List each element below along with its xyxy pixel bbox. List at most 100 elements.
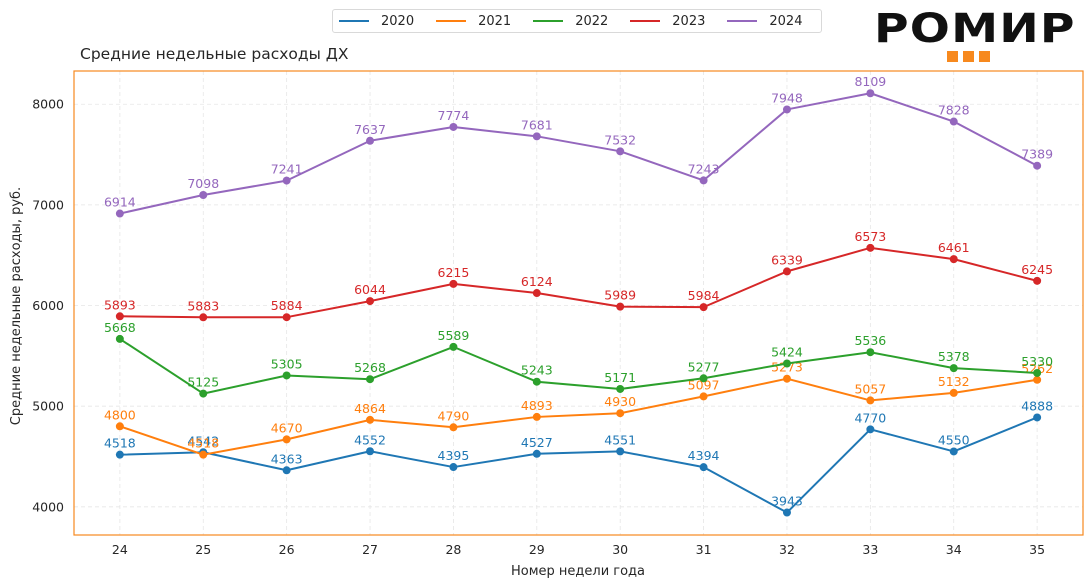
data-point — [532, 132, 541, 141]
data-point — [282, 466, 291, 475]
data-point — [866, 243, 875, 252]
data-label: 4800 — [104, 407, 136, 422]
data-label: 7637 — [354, 122, 386, 137]
data-point — [449, 122, 458, 131]
data-label: 7774 — [438, 108, 470, 123]
data-label: 5984 — [688, 288, 720, 303]
series-line — [119, 338, 1038, 395]
romir-logo: РОМИР — [874, 9, 1075, 63]
legend-swatch — [630, 20, 661, 22]
data-point — [532, 412, 541, 421]
data-point — [782, 267, 791, 276]
data-point — [282, 313, 291, 322]
data-point — [949, 117, 958, 126]
data-label: 5305 — [271, 356, 303, 371]
data-point — [115, 312, 124, 321]
data-label: 5378 — [938, 349, 970, 364]
data-point — [282, 435, 291, 444]
data-label: 5268 — [354, 360, 386, 375]
data-label: 7948 — [771, 90, 803, 105]
data-point — [949, 388, 958, 397]
plot-frame — [73, 70, 1084, 536]
x-tick-label: 35 — [1029, 542, 1045, 557]
data-point — [616, 409, 625, 418]
data-label: 5893 — [104, 297, 136, 312]
data-point — [532, 289, 541, 298]
logo-dots — [947, 51, 995, 62]
data-label: 4518 — [187, 436, 219, 451]
logo-dot — [963, 51, 974, 62]
data-label: 7389 — [1021, 147, 1053, 162]
data-point — [282, 371, 291, 380]
data-label: 4363 — [271, 451, 303, 466]
data-label: 5884 — [271, 298, 303, 313]
y-tick-label: 7000 — [32, 197, 64, 212]
x-tick-label: 32 — [779, 542, 795, 557]
data-label: 5132 — [938, 374, 970, 389]
data-point — [866, 396, 875, 405]
data-label: 4770 — [854, 410, 886, 425]
data-point — [115, 422, 124, 431]
data-label: 5097 — [688, 377, 720, 392]
data-label: 5171 — [604, 370, 636, 385]
data-point — [366, 415, 375, 424]
logo-text: РОМИР — [874, 6, 1076, 52]
series-2023: 5893 5883 5884 6044 6215 6124 5989 5984 6339 6573… — [104, 229, 1053, 322]
data-label: 4518 — [104, 436, 136, 451]
data-point — [449, 463, 458, 472]
data-label: 4527 — [521, 435, 553, 450]
series-line — [119, 377, 1038, 456]
data-point — [699, 176, 708, 185]
data-label: 4930 — [604, 394, 636, 409]
data-label: 5243 — [521, 363, 553, 378]
x-tick-label: 28 — [445, 542, 461, 557]
legend-item-2024: 2024 — [727, 14, 802, 29]
y-tick-label: 8000 — [32, 97, 64, 112]
data-label: 4670 — [271, 420, 303, 435]
data-label: 6215 — [438, 265, 470, 280]
data-label: 5057 — [854, 381, 886, 396]
data-point — [1033, 161, 1042, 170]
data-point — [866, 348, 875, 357]
data-point — [282, 176, 291, 185]
data-label: 7828 — [938, 103, 970, 118]
data-point — [949, 364, 958, 373]
series-2022: 5668 5125 5305 5268 5589 5243 5171 5277 5424 5536… — [104, 320, 1053, 398]
y-axis-label: Средние недельные расходы, руб. — [9, 187, 24, 425]
data-label: 7241 — [271, 162, 303, 177]
legend-item-2020: 2020 — [339, 14, 414, 29]
data-point — [199, 450, 208, 459]
data-label: 4864 — [354, 401, 386, 416]
data-point — [366, 375, 375, 384]
series-2024: 6914 7098 7241 7637 7774 7681 7532 7243 7948 8109… — [104, 74, 1053, 218]
data-point — [366, 447, 375, 456]
data-point — [366, 297, 375, 306]
data-point — [449, 423, 458, 432]
data-point — [782, 359, 791, 368]
data-label: 4551 — [604, 432, 636, 447]
x-tick-label: 33 — [862, 542, 878, 557]
data-point — [532, 377, 541, 386]
legend-swatch — [436, 20, 467, 22]
logo-dot — [979, 51, 990, 62]
data-label: 6339 — [771, 252, 803, 267]
data-label: 5424 — [771, 344, 803, 359]
data-point — [616, 447, 625, 456]
x-tick-label: 25 — [195, 542, 211, 557]
x-tick-label: 34 — [946, 542, 962, 557]
y-tick-label: 6000 — [32, 298, 64, 313]
data-point — [699, 463, 708, 472]
data-point — [199, 313, 208, 322]
data-point — [699, 392, 708, 401]
data-label: 4395 — [438, 448, 470, 463]
series-2021: 4800451846704864479048934930509752735057… — [104, 360, 1053, 459]
data-point — [866, 425, 875, 434]
data-point — [616, 302, 625, 311]
data-label: 6124 — [521, 274, 553, 289]
chart-title: Средние недельные расходы ДХ — [80, 45, 349, 63]
data-point — [699, 303, 708, 312]
data-point — [866, 89, 875, 98]
